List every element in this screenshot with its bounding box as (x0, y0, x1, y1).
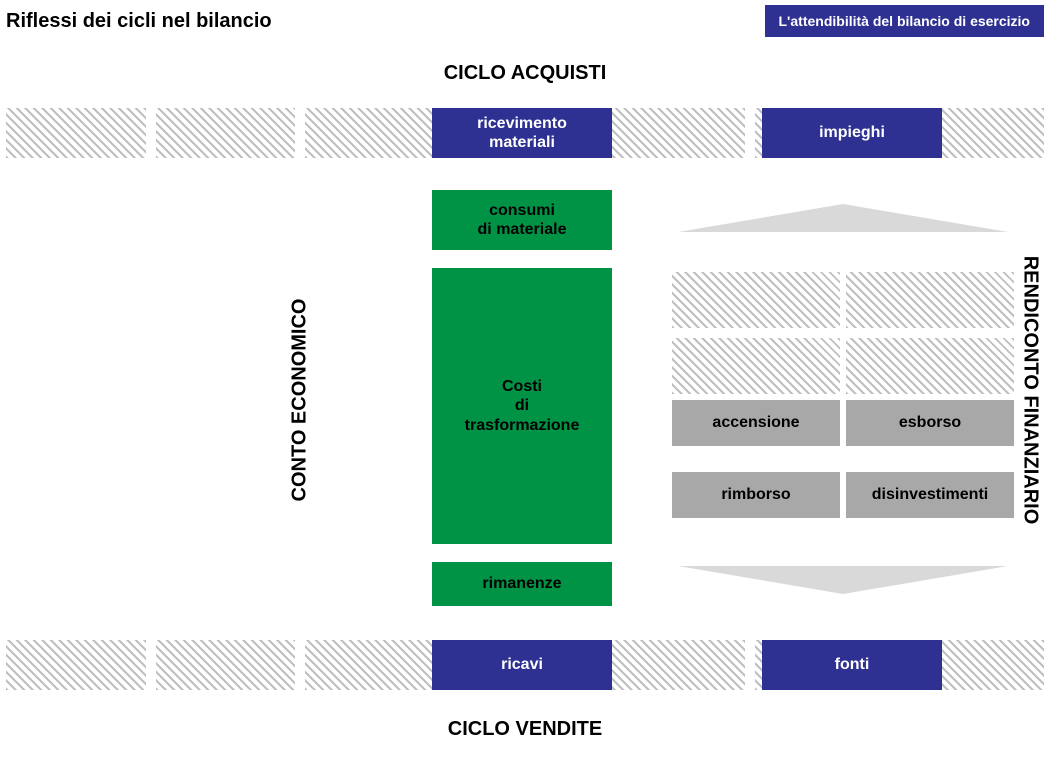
label-conto-economico: CONTO ECONOMICO (289, 299, 312, 502)
header-badge: L'attendibilità del bilancio di esercizi… (765, 5, 1045, 37)
page-title: Riflessi dei cicli nel bilancio (0, 10, 272, 33)
label-rendiconto-finanziario: RENDICONTO FINANZIARIO (1019, 256, 1042, 525)
box-accensione: accensione (672, 400, 840, 446)
hatch-cell (672, 272, 840, 328)
box-impieghi: impieghi (762, 108, 942, 158)
hatch-cell (305, 640, 445, 690)
box-costi-trasformazione: Costi di trasformazione (432, 268, 612, 544)
hatch-cell (305, 108, 445, 158)
box-rimborso: rimborso (672, 472, 840, 518)
box-fonti: fonti (762, 640, 942, 690)
box-ricevimento-materiali: ricevimento materiali (432, 108, 612, 158)
box-consumi: consumi di materiale (432, 190, 612, 250)
hatch-cell (156, 640, 296, 690)
hatch-cell (672, 338, 840, 394)
hatch-cell (156, 108, 296, 158)
header: Riflessi dei cicli nel bilancio L'attend… (0, 0, 1050, 42)
title-ciclo-acquisti: CICLO ACQUISTI (0, 62, 1050, 85)
hatch-cell (605, 640, 745, 690)
title-ciclo-vendite: CICLO VENDITE (0, 718, 1050, 741)
hatch-cell (846, 272, 1014, 328)
box-rimanenze: rimanenze (432, 562, 612, 606)
arrow-down-icon (678, 566, 1008, 594)
box-disinvestimenti: disinvestimenti (846, 472, 1014, 518)
hatch-cell (605, 108, 745, 158)
box-ricavi: ricavi (432, 640, 612, 690)
hatch-cell (6, 640, 146, 690)
hatch-cell (846, 338, 1014, 394)
hatch-cell (6, 108, 146, 158)
arrow-up-icon (678, 204, 1008, 232)
box-esborso: esborso (846, 400, 1014, 446)
